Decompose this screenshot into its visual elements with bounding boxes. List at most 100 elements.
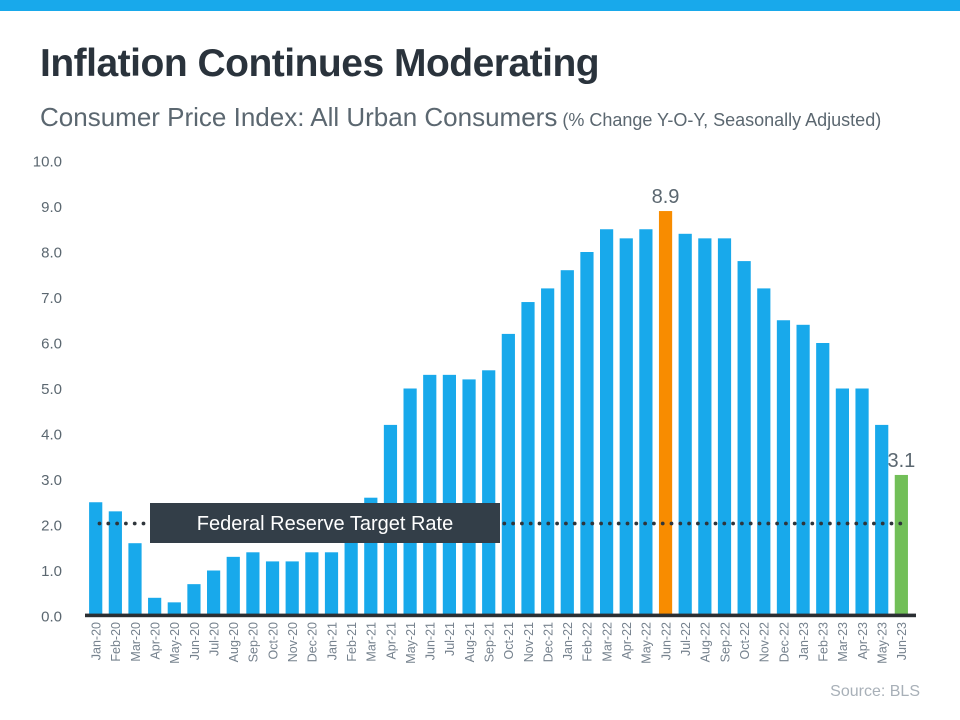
y-axis-tick-label: 4.0 xyxy=(41,427,62,444)
y-axis-tick-label: 10.0 xyxy=(33,154,62,171)
dotted-line-dot xyxy=(599,521,603,526)
bar-Mar-22 xyxy=(600,229,614,616)
page-title: Inflation Continues Moderating xyxy=(40,42,600,85)
dotted-line-dot xyxy=(819,521,823,526)
x-axis-tick-label: Jul-21 xyxy=(443,622,457,656)
subtitle-text: Consumer Price Index: All Urban Consumer… xyxy=(40,102,558,132)
x-axis: Jan-20 Feb-20 Mar-20 Apr-20 May-20 Jun-20 Jul-… xyxy=(90,622,910,664)
dotted-line-dot xyxy=(880,521,885,526)
dotted-line-dot xyxy=(898,521,903,526)
y-axis-tick-label: 3.0 xyxy=(41,472,62,489)
dotted-line-dot xyxy=(590,521,595,526)
x-axis-tick-label: Mar-21 xyxy=(365,622,379,662)
bar-Apr-22 xyxy=(619,238,633,616)
bar-Jan-21 xyxy=(324,552,339,616)
x-axis-tick-label: Mar-23 xyxy=(836,622,850,662)
dotted-line-dot xyxy=(634,521,639,526)
bar-Aug-20 xyxy=(226,556,240,616)
dotted-line-dot xyxy=(775,521,779,526)
bar-Nov-21 xyxy=(521,302,535,616)
dotted-line-dot xyxy=(801,521,806,526)
bar-Jun-20 xyxy=(187,584,201,616)
x-axis-tick-label: Mar-22 xyxy=(600,622,614,662)
y-axis-tick-label: 6.0 xyxy=(41,336,62,353)
dotted-line-dot xyxy=(124,521,128,526)
dotted-line-dot xyxy=(863,521,867,526)
x-axis-tick-label: Aug-20 xyxy=(227,622,241,662)
dotted-line-dot xyxy=(581,521,586,526)
bar-Sep-20 xyxy=(246,552,260,616)
dotted-line-dot xyxy=(106,521,111,526)
bar-Aug-22 xyxy=(698,238,712,616)
bar-Jul-21 xyxy=(442,374,456,616)
source-attribution: Source: BLS xyxy=(830,683,920,700)
dotted-line-dot xyxy=(872,521,876,526)
x-axis-tick-label: Feb-20 xyxy=(109,622,123,662)
dotted-line-dot xyxy=(520,521,524,526)
fed-target-rate-label: Federal Reserve Target Rate xyxy=(197,513,453,535)
dotted-line-dot xyxy=(889,521,894,526)
dotted-line-dot xyxy=(652,521,656,526)
bar-Apr-23 xyxy=(855,388,869,616)
x-axis-tick-label: Apr-20 xyxy=(148,622,162,660)
y-axis-tick-label: 8.0 xyxy=(41,245,62,262)
x-axis-tick-label: Sep-21 xyxy=(483,622,497,662)
dotted-line-dot xyxy=(757,521,762,526)
bar-Oct-21 xyxy=(501,333,515,616)
dotted-line-dot xyxy=(704,521,709,526)
bar-Sep-21 xyxy=(482,370,496,616)
bar-Nov-20 xyxy=(285,561,299,616)
x-axis-tick-label: Jun-21 xyxy=(424,622,438,660)
dotted-line-dot xyxy=(722,521,727,526)
dotted-line-dot xyxy=(537,521,542,526)
dotted-line-dot xyxy=(792,521,797,526)
x-axis-tick-label: Feb-22 xyxy=(581,622,595,662)
bar-Jun-21 xyxy=(423,374,437,616)
y-axis-tick-label: 2.0 xyxy=(41,518,62,535)
bars xyxy=(89,211,908,617)
y-axis: 0.0 1.0 2.0 3.0 4.0 5.0 6.0 7.0 8.0 9.0 10.0 xyxy=(33,154,62,626)
bar-May-23 xyxy=(875,424,889,616)
bar-Nov-22 xyxy=(757,288,771,616)
x-axis-tick-label: Apr-21 xyxy=(384,622,398,660)
x-axis-tick-label: Apr-22 xyxy=(620,622,634,660)
bar-Jul-20 xyxy=(207,570,221,616)
bar-Jan-20 xyxy=(89,502,103,616)
dotted-line-dot xyxy=(616,521,621,526)
bar-Sep-22 xyxy=(717,238,732,616)
dotted-line-dot xyxy=(740,521,744,526)
dotted-line-dot xyxy=(748,521,753,526)
x-axis-tick-label: Oct-20 xyxy=(266,622,280,660)
x-axis-tick-label: Feb-21 xyxy=(345,622,359,662)
y-axis-tick-label: 0.0 xyxy=(41,609,62,626)
bar-May-21 xyxy=(403,388,417,616)
y-axis-tick-label: 9.0 xyxy=(41,199,62,216)
x-axis-tick-label: Dec-21 xyxy=(541,622,555,662)
dotted-line-dot xyxy=(608,521,612,526)
top-accent-banner xyxy=(0,0,960,11)
data-label-Jun-22: 8.9 xyxy=(652,186,680,208)
dotted-line-dot xyxy=(132,521,137,526)
x-axis-tick-label: Jan-23 xyxy=(797,622,811,660)
dotted-line-dot xyxy=(766,521,771,526)
bar-Apr-20 xyxy=(148,597,162,616)
x-axis-tick-label: Jan-21 xyxy=(325,622,339,660)
bar-May-20 xyxy=(167,602,181,616)
dotted-line-dot xyxy=(669,521,674,526)
dotted-line-dot xyxy=(643,521,647,526)
x-axis-tick-label: Dec-22 xyxy=(777,622,791,662)
dotted-line-dot xyxy=(696,521,700,526)
x-axis-tick-label: Sep-22 xyxy=(718,622,732,662)
dotted-line-dot xyxy=(625,521,630,526)
x-axis-tick-label: Jun-23 xyxy=(895,622,909,660)
x-axis-tick-label: Nov-21 xyxy=(522,622,536,662)
fed-target-rate-label-box xyxy=(150,503,500,543)
bar-Dec-20 xyxy=(305,552,319,616)
x-axis-tick-label: Dec-20 xyxy=(306,622,320,662)
bar-Jun-23 xyxy=(894,474,908,616)
bar-Jul-22 xyxy=(678,233,692,617)
x-axis-tick-label: Jun-22 xyxy=(659,622,673,660)
x-axis-tick-label: Aug-22 xyxy=(699,622,713,662)
dotted-line-dot xyxy=(731,521,735,526)
